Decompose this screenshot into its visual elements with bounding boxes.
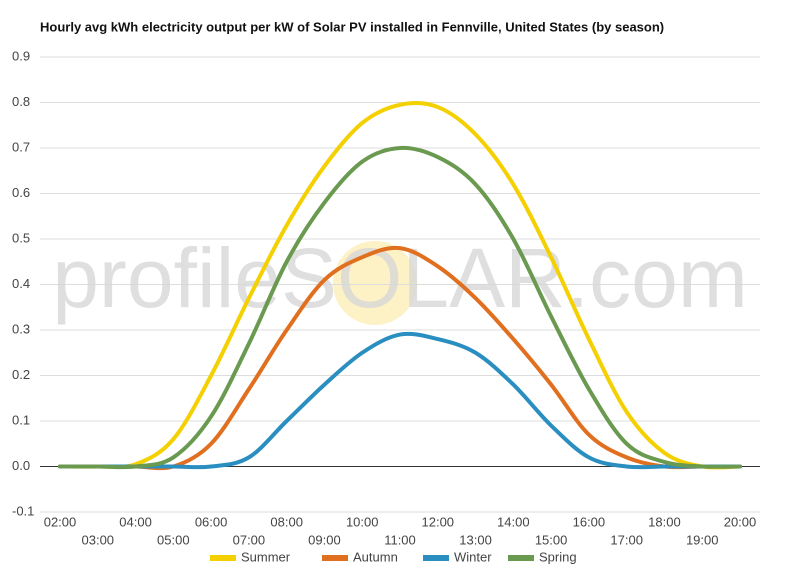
series-line <box>58 145 742 470</box>
x-tick-label: 07:00 <box>233 532 266 547</box>
x-tick-label: 19:00 <box>686 532 719 547</box>
x-tick-label: 04:00 <box>119 514 152 529</box>
x-tick-label: 18:00 <box>648 514 681 529</box>
y-tick-label: 0.7 <box>12 139 30 154</box>
legend-swatch <box>423 555 449 561</box>
x-tick-label: 02:00 <box>44 514 77 529</box>
x-tick-label: 06:00 <box>195 514 228 529</box>
y-tick-label: 0.9 <box>12 48 30 63</box>
x-tick-label: 11:00 <box>384 532 416 547</box>
x-tick-label: 10:00 <box>346 514 379 529</box>
y-tick-label: 0.0 <box>12 458 30 473</box>
y-tick-label: -0.1 <box>12 503 34 518</box>
x-tick-label: 08:00 <box>270 514 303 529</box>
y-tick-label: 0.3 <box>12 321 30 336</box>
legend-swatch <box>322 555 348 561</box>
x-tick-label: 03:00 <box>82 532 115 547</box>
x-tick-label: 20:00 <box>724 514 757 529</box>
y-tick-label: 0.1 <box>12 412 30 427</box>
legend-label: Autumn <box>353 549 398 564</box>
x-tick-label: 16:00 <box>573 514 606 529</box>
y-tick-label: 0.4 <box>12 276 30 291</box>
x-tick-label: 09:00 <box>308 532 341 547</box>
legend-swatch <box>508 555 534 561</box>
watermark: profileSOLAR.com <box>52 231 748 325</box>
series-line <box>58 101 742 470</box>
x-tick-label: 13:00 <box>459 532 492 547</box>
y-tick-label: 0.8 <box>12 94 30 109</box>
legend-swatch <box>210 555 236 561</box>
y-tick-label: 0.2 <box>12 367 30 382</box>
x-tick-label: 12:00 <box>422 514 455 529</box>
x-tick-label: 15:00 <box>535 532 568 547</box>
x-tick-label: 17:00 <box>610 532 643 547</box>
x-tick-label: 14:00 <box>497 514 530 529</box>
y-tick-label: 0.6 <box>12 185 30 200</box>
legend-label: Spring <box>539 549 577 564</box>
legend-label: Winter <box>454 549 492 564</box>
y-tick-label: 0.5 <box>12 230 30 245</box>
legend-label: Summer <box>241 549 291 564</box>
series-line <box>58 331 742 470</box>
x-tick-label: 05:00 <box>157 532 190 547</box>
chart-title: Hourly avg kWh electricity output per kW… <box>40 19 664 34</box>
